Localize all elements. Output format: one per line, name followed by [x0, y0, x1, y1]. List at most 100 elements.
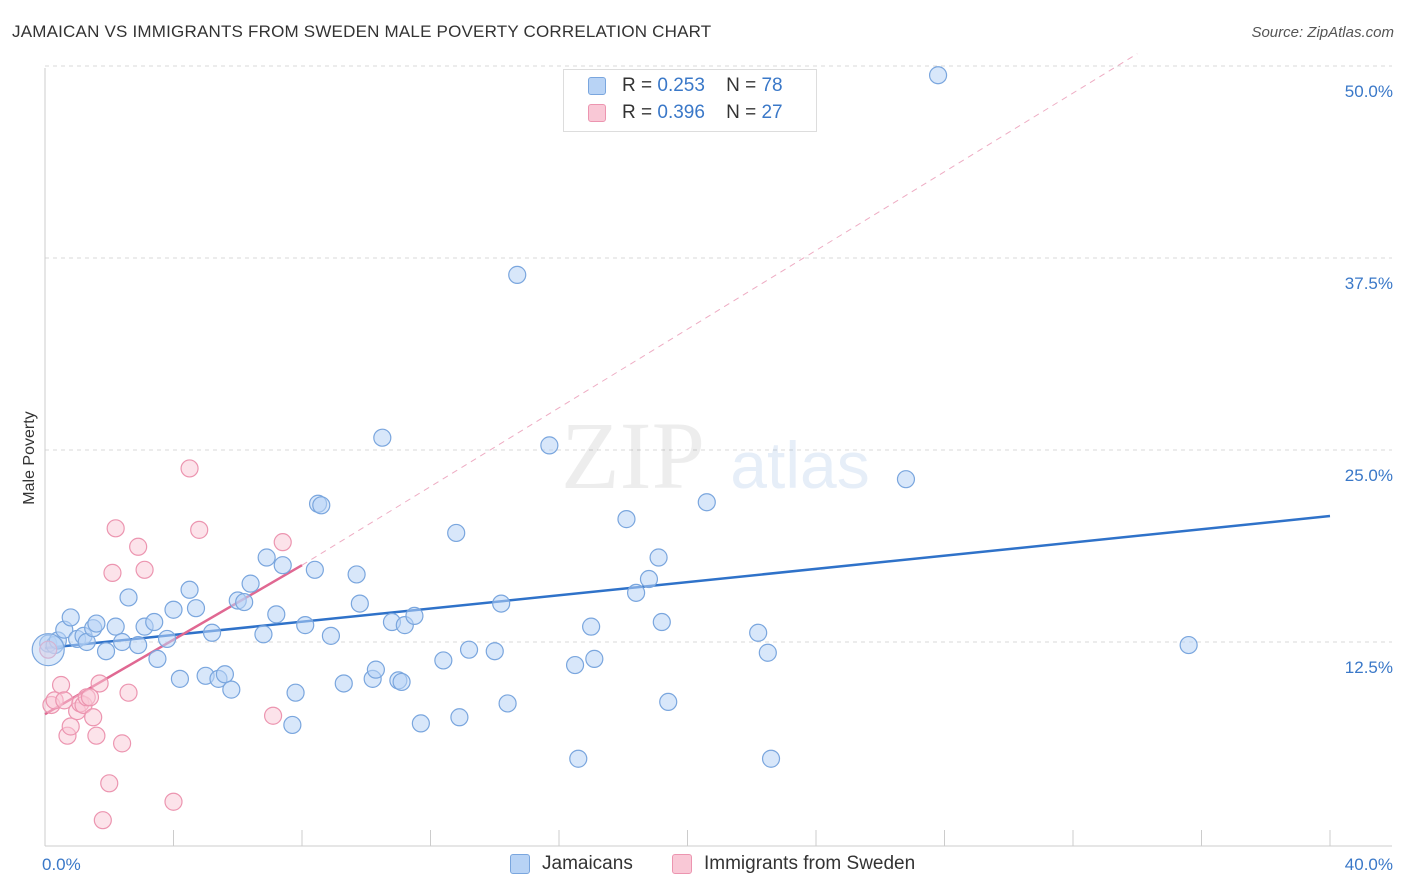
jamaicans-point	[145, 612, 164, 632]
jamaicans-point	[758, 643, 777, 662]
cluster-point	[31, 633, 65, 667]
legend-n-value: 27	[761, 102, 783, 123]
jamaicans-point	[283, 715, 302, 735]
grid-lines	[45, 65, 1392, 643]
jamaicans-point	[334, 674, 353, 693]
sweden-point	[180, 459, 199, 478]
jamaicans-point	[273, 556, 292, 575]
sweden-point	[129, 537, 148, 556]
y-tick-label: 50.0%	[1345, 82, 1393, 101]
sweden-point	[263, 706, 283, 725]
legend-swatch-pink	[588, 104, 606, 122]
jamaicans-point	[498, 694, 517, 713]
legend-n-value: 78	[761, 75, 783, 96]
x-tick-label: 0.0%	[42, 855, 81, 874]
sweden-point	[135, 560, 154, 579]
jamaicans-point	[215, 665, 234, 684]
jamaicans-point	[106, 617, 125, 636]
jamaicans-trend-line	[44, 514, 1331, 650]
legend-n-label: N =	[726, 102, 757, 123]
source-credit: Source: ZipAtlas.com	[1251, 24, 1394, 41]
sweden-point	[100, 774, 119, 793]
jamaicans-point	[626, 583, 646, 602]
sweden-point	[84, 708, 103, 727]
jamaicans-point	[241, 574, 260, 593]
data-points	[31, 66, 1198, 830]
jamaicans-point	[157, 629, 177, 649]
jamaicans-point	[350, 594, 369, 613]
sweden-point	[112, 734, 132, 753]
jamaicans-point	[305, 560, 324, 579]
jamaicans-point	[96, 642, 116, 661]
stats-legend: R = 0.253 N = 78 R = 0.396 N = 27	[563, 69, 817, 132]
jamaicans-point	[434, 651, 453, 670]
jamaicans-point	[508, 265, 527, 284]
tick-labels: 12.5% 25.0% 37.5% 50.0% 0.0% 40.0%	[42, 82, 1393, 874]
legend-swatch-sweden	[672, 854, 692, 874]
jamaicans-point	[697, 493, 716, 512]
jamaicans-point	[617, 510, 636, 529]
jamaicans-point	[649, 548, 668, 567]
jamaicans-point	[119, 588, 138, 607]
jamaicans-point	[639, 569, 659, 589]
jamaicans-point	[87, 614, 106, 633]
y-axis-label: Male Poverty	[21, 411, 38, 504]
jamaicans-point	[286, 683, 305, 702]
jamaicans-point	[366, 660, 385, 679]
trend-lines	[44, 53, 1331, 716]
sweden-point	[273, 533, 292, 552]
watermark-atlas: atlas	[730, 428, 869, 502]
y-tick-label: 12.5%	[1345, 658, 1393, 677]
jamaicans-point	[761, 749, 781, 768]
jamaicans-point	[405, 606, 424, 625]
jamaicans-point	[450, 708, 469, 727]
chart-title: JAMAICAN VS IMMIGRANTS FROM SWEDEN MALE …	[12, 22, 712, 41]
jamaicans-point	[347, 565, 366, 584]
sweden-point	[119, 683, 138, 702]
jamaicans-point	[267, 605, 286, 624]
jamaicans-point	[411, 714, 430, 733]
jamaicans-point	[61, 608, 80, 627]
sweden-point	[80, 688, 100, 707]
jamaicans-point	[659, 692, 678, 712]
axes	[44, 68, 1392, 847]
jamaicans-point	[569, 749, 588, 768]
jamaicans-point	[540, 436, 559, 455]
legend-n-label: N =	[726, 75, 757, 96]
sweden-point	[190, 520, 209, 539]
sweden-point	[164, 792, 183, 811]
sweden-point	[103, 563, 122, 582]
jamaicans-point	[459, 640, 479, 659]
jamaicans-point	[928, 66, 948, 85]
watermark-zip: ZIP	[561, 402, 705, 509]
jamaicans-point	[222, 680, 241, 699]
x-tick-label: 40.0%	[1345, 855, 1393, 874]
legend-r-label: R =	[622, 102, 653, 123]
sweden-point	[90, 674, 109, 693]
jamaicans-point	[129, 635, 148, 655]
jamaicans-point	[148, 649, 167, 668]
legend-label-jamaicans: Jamaicans	[542, 853, 633, 874]
jamaicans-point	[447, 523, 466, 543]
y-tick-label: 25.0%	[1345, 466, 1393, 485]
jamaicans-point	[582, 617, 601, 636]
legend-r-value: 0.253	[657, 75, 705, 96]
jamaicans-point	[180, 580, 199, 599]
jamaicans-point	[896, 470, 916, 489]
jamaicans-point	[296, 616, 315, 635]
jamaicans-point	[749, 623, 768, 642]
jamaicans-point	[492, 594, 511, 613]
jamaicans-point	[1179, 635, 1198, 655]
jamaicans-point	[565, 655, 585, 675]
jamaicans-point	[112, 632, 132, 652]
sweden-point	[61, 717, 80, 736]
legend-swatch-jamaicans	[510, 854, 530, 874]
jamaicans-point	[202, 623, 222, 642]
sweden-point	[106, 519, 125, 538]
sweden-point	[93, 811, 112, 830]
y-tick-label: 37.5%	[1345, 274, 1393, 293]
legend-swatch-blue	[588, 77, 606, 95]
sweden-trend-extension	[301, 53, 1138, 566]
jamaicans-point	[485, 642, 504, 661]
